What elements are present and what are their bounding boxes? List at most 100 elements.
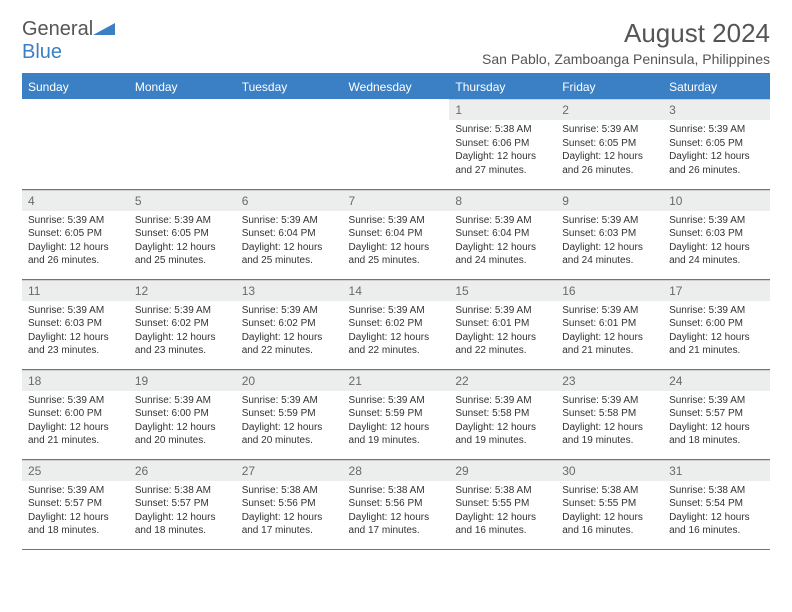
weekday-header: Friday <box>556 74 663 99</box>
day-sr-text: Sunrise: 5:39 AM <box>28 214 123 228</box>
calendar-day-cell: 12Sunrise: 5:39 AMSunset: 6:02 PMDayligh… <box>129 279 236 369</box>
day-sr-text: Sunrise: 5:38 AM <box>669 484 764 498</box>
day-body: Sunrise: 5:39 AMSunset: 6:05 PMDaylight:… <box>556 120 663 181</box>
day-ss-text: Sunset: 5:58 PM <box>562 407 657 421</box>
calendar-day-cell: 15Sunrise: 5:39 AMSunset: 6:01 PMDayligh… <box>449 279 556 369</box>
day-number: 6 <box>236 190 343 211</box>
day-sr-text: Sunrise: 5:38 AM <box>455 484 550 498</box>
calendar-day-cell: 16Sunrise: 5:39 AMSunset: 6:01 PMDayligh… <box>556 279 663 369</box>
weekday-header: Monday <box>129 74 236 99</box>
day-ss-text: Sunset: 5:58 PM <box>455 407 550 421</box>
day-sr-text: Sunrise: 5:39 AM <box>669 304 764 318</box>
day-body: Sunrise: 5:39 AMSunset: 6:04 PMDaylight:… <box>236 211 343 272</box>
day-number: 8 <box>449 190 556 211</box>
calendar-week-row: 4Sunrise: 5:39 AMSunset: 6:05 PMDaylight… <box>22 189 770 279</box>
title-block: August 2024 San Pablo, Zamboanga Peninsu… <box>482 18 770 67</box>
day-sr-text: Sunrise: 5:39 AM <box>28 304 123 318</box>
calendar-day-cell: 6Sunrise: 5:39 AMSunset: 6:04 PMDaylight… <box>236 189 343 279</box>
brand-logo: GeneralBlue <box>22 18 115 64</box>
day-sr-text: Sunrise: 5:39 AM <box>669 123 764 137</box>
day-dl-text: Daylight: 12 hours and 24 minutes. <box>562 241 657 268</box>
weekday-header: Tuesday <box>236 74 343 99</box>
calendar-week-row: 1Sunrise: 5:38 AMSunset: 6:06 PMDaylight… <box>22 99 770 189</box>
day-dl-text: Daylight: 12 hours and 24 minutes. <box>455 241 550 268</box>
day-number: 16 <box>556 280 663 301</box>
calendar-day-cell: 5Sunrise: 5:39 AMSunset: 6:05 PMDaylight… <box>129 189 236 279</box>
day-body: Sunrise: 5:39 AMSunset: 5:57 PMDaylight:… <box>22 481 129 542</box>
calendar-day-cell: 8 Sunrise: 5:39 AMSunset: 6:04 PMDaylight… <box>449 189 556 279</box>
calendar-day-cell: 25Sunrise: 5:39 AMSunset: 5:57 PMDayligh… <box>22 459 129 549</box>
location-text: San Pablo, Zamboanga Peninsula, Philippi… <box>482 51 770 67</box>
day-body: Sunrise: 5:38 AMSunset: 5:56 PMDaylight:… <box>236 481 343 542</box>
day-ss-text: Sunset: 6:05 PM <box>669 137 764 151</box>
day-ss-text: Sunset: 6:06 PM <box>455 137 550 151</box>
day-number: 22 <box>449 370 556 391</box>
day-body: Sunrise: 5:39 AMSunset: 6:01 PMDaylight:… <box>556 301 663 362</box>
day-body: Sunrise: 5:39 AMSunset: 6:00 PMDaylight:… <box>22 391 129 452</box>
calendar-table: Sunday Monday Tuesday Wednesday Thursday… <box>22 73 770 550</box>
day-number: 1 <box>449 99 556 120</box>
calendar-week-row: 11Sunrise: 5:39 AMSunset: 6:03 PMDayligh… <box>22 279 770 369</box>
day-number: 15 <box>449 280 556 301</box>
day-number: 28 <box>343 460 450 481</box>
calendar-day-cell: 13Sunrise: 5:39 AMSunset: 6:02 PMDayligh… <box>236 279 343 369</box>
day-dl-text: Daylight: 12 hours and 23 minutes. <box>135 331 230 358</box>
day-body: Sunrise: 5:39 AMSunset: 6:03 PMDaylight:… <box>22 301 129 362</box>
day-number: 20 <box>236 370 343 391</box>
day-dl-text: Daylight: 12 hours and 21 minutes. <box>28 421 123 448</box>
weekday-header: Wednesday <box>343 74 450 99</box>
day-body: Sunrise: 5:38 AMSunset: 5:55 PMDaylight:… <box>449 481 556 542</box>
day-body: Sunrise: 5:39 AMSunset: 6:00 PMDaylight:… <box>129 391 236 452</box>
day-number: 26 <box>129 460 236 481</box>
calendar-day-cell: 9Sunrise: 5:39 AMSunset: 6:03 PMDaylight… <box>556 189 663 279</box>
day-number: 5 <box>129 190 236 211</box>
day-dl-text: Daylight: 12 hours and 22 minutes. <box>455 331 550 358</box>
day-number: 12 <box>129 280 236 301</box>
calendar-day-cell: 26Sunrise: 5:38 AMSunset: 5:57 PMDayligh… <box>129 459 236 549</box>
day-number: 11 <box>22 280 129 301</box>
day-body: Sunrise: 5:39 AMSunset: 6:02 PMDaylight:… <box>236 301 343 362</box>
calendar-day-cell: 22Sunrise: 5:39 AMSunset: 5:58 PMDayligh… <box>449 369 556 459</box>
day-sr-text: Sunrise: 5:39 AM <box>455 214 550 228</box>
day-body: Sunrise: 5:39 AMSunset: 6:04 PMDaylight:… <box>343 211 450 272</box>
calendar-day-cell: 18Sunrise: 5:39 AMSunset: 6:00 PMDayligh… <box>22 369 129 459</box>
day-body: Sunrise: 5:39 AMSunset: 5:58 PMDaylight:… <box>449 391 556 452</box>
day-sr-text: Sunrise: 5:39 AM <box>135 394 230 408</box>
day-sr-text: Sunrise: 5:38 AM <box>562 484 657 498</box>
calendar-day-cell: 19Sunrise: 5:39 AMSunset: 6:00 PMDayligh… <box>129 369 236 459</box>
month-title: August 2024 <box>482 18 770 49</box>
day-sr-text: Sunrise: 5:39 AM <box>669 214 764 228</box>
day-dl-text: Daylight: 12 hours and 19 minutes. <box>562 421 657 448</box>
day-dl-text: Daylight: 12 hours and 22 minutes. <box>349 331 444 358</box>
day-sr-text: Sunrise: 5:39 AM <box>349 394 444 408</box>
day-dl-text: Daylight: 12 hours and 19 minutes. <box>349 421 444 448</box>
calendar-day-cell: 1Sunrise: 5:38 AMSunset: 6:06 PMDaylight… <box>449 99 556 189</box>
day-ss-text: Sunset: 6:04 PM <box>349 227 444 241</box>
weekday-header: Thursday <box>449 74 556 99</box>
day-body: Sunrise: 5:39 AMSunset: 6:01 PMDaylight:… <box>449 301 556 362</box>
calendar-day-cell: 28Sunrise: 5:38 AMSunset: 5:56 PMDayligh… <box>343 459 450 549</box>
day-sr-text: Sunrise: 5:39 AM <box>669 394 764 408</box>
calendar-day-cell: 17Sunrise: 5:39 AMSunset: 6:00 PMDayligh… <box>663 279 770 369</box>
calendar-day-cell: 27Sunrise: 5:38 AMSunset: 5:56 PMDayligh… <box>236 459 343 549</box>
day-sr-text: Sunrise: 5:39 AM <box>455 304 550 318</box>
day-sr-text: Sunrise: 5:38 AM <box>242 484 337 498</box>
day-ss-text: Sunset: 6:02 PM <box>242 317 337 331</box>
day-ss-text: Sunset: 5:57 PM <box>669 407 764 421</box>
day-dl-text: Daylight: 12 hours and 25 minutes. <box>135 241 230 268</box>
day-number: 18 <box>22 370 129 391</box>
calendar-day-cell: 10Sunrise: 5:39 AMSunset: 6:03 PMDayligh… <box>663 189 770 279</box>
day-sr-text: Sunrise: 5:39 AM <box>562 214 657 228</box>
day-dl-text: Daylight: 12 hours and 26 minutes. <box>28 241 123 268</box>
day-sr-text: Sunrise: 5:38 AM <box>455 123 550 137</box>
day-ss-text: Sunset: 6:04 PM <box>455 227 550 241</box>
day-number: 13 <box>236 280 343 301</box>
day-dl-text: Daylight: 12 hours and 18 minutes. <box>28 511 123 538</box>
day-dl-text: Daylight: 12 hours and 16 minutes. <box>455 511 550 538</box>
day-ss-text: Sunset: 6:02 PM <box>135 317 230 331</box>
day-ss-text: Sunset: 5:59 PM <box>349 407 444 421</box>
day-ss-text: Sunset: 5:57 PM <box>28 497 123 511</box>
calendar-day-cell: 24Sunrise: 5:39 AMSunset: 5:57 PMDayligh… <box>663 369 770 459</box>
day-body: Sunrise: 5:38 AMSunset: 5:56 PMDaylight:… <box>343 481 450 542</box>
calendar-week-row: 25Sunrise: 5:39 AMSunset: 5:57 PMDayligh… <box>22 459 770 549</box>
